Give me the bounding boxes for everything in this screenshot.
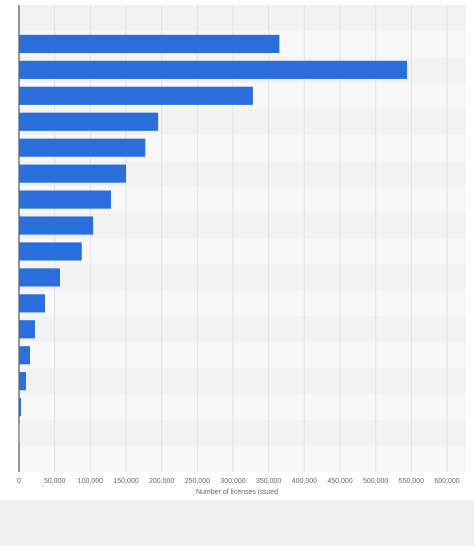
row-band [19, 212, 466, 239]
x-tick-label: 200,000 [149, 478, 174, 485]
bar [19, 190, 112, 209]
bar [19, 164, 126, 183]
bar [19, 138, 146, 157]
bar [19, 34, 280, 53]
row-band [19, 420, 466, 447]
bar [19, 372, 26, 391]
x-tick-label: 600,000 [434, 478, 459, 485]
bar [19, 268, 61, 287]
bar [19, 398, 21, 417]
bar [19, 294, 46, 313]
row-band [19, 264, 466, 291]
row-band [19, 5, 466, 31]
x-tick-label: 400,000 [292, 478, 317, 485]
x-tick-label: 150,000 [113, 478, 138, 485]
bar [19, 320, 35, 339]
x-axis-label: Number of licenses issued [196, 489, 278, 496]
x-tick-label: 550,000 [399, 478, 424, 485]
x-tick-label: 100,000 [78, 478, 103, 485]
bar [19, 60, 408, 79]
x-tick-label: 450,000 [327, 478, 352, 485]
x-tick-label: 0 [17, 478, 21, 485]
x-tick-label: 250,000 [185, 478, 210, 485]
x-tick-label: 50,000 [44, 478, 66, 485]
row-band [19, 446, 466, 472]
row-band [19, 316, 466, 343]
bar [19, 242, 82, 261]
bar [19, 346, 30, 365]
footer-bg [0, 500, 474, 546]
bar [19, 86, 253, 105]
row-band [19, 368, 466, 395]
row-band [19, 238, 466, 265]
row-band [19, 290, 466, 317]
bar [19, 112, 159, 131]
row-band [19, 394, 466, 421]
x-tick-label: 350,000 [256, 478, 281, 485]
x-tick-label: 500,000 [363, 478, 388, 485]
x-tick-label: 300,000 [220, 478, 245, 485]
row-band [19, 342, 466, 369]
bar [19, 216, 94, 235]
